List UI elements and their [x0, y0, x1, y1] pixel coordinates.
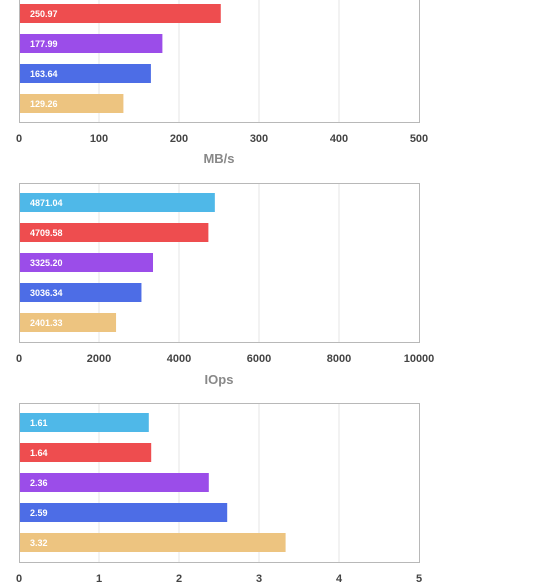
- bar: [20, 283, 142, 302]
- bar: [20, 533, 286, 552]
- bar-value-label: 129.26: [30, 99, 58, 109]
- plot-frame: [19, 403, 420, 563]
- bar-value-label: 1.64: [30, 448, 48, 458]
- x-tick-label: 4000: [167, 353, 191, 365]
- chart-2: 4871.04 4709.58 3325.20 3036.34 2401.33 0 2000…: [16, 183, 434, 387]
- bar-value-label: 163.64: [30, 69, 58, 79]
- x-tick-label: 8000: [327, 353, 351, 365]
- chart-3: 1.61 1.64 2.36 2.59 3.32 0 1 2 3 4 5: [16, 403, 422, 585]
- bar: [20, 443, 152, 462]
- bar-value-label: 3036.34: [30, 288, 63, 298]
- x-tick-label: 500: [410, 133, 428, 145]
- x-tick-label: 3: [256, 573, 262, 585]
- x-axis-label: MB/s: [203, 151, 234, 166]
- bar: [20, 193, 215, 212]
- bar-value-label: 1.61: [30, 418, 48, 428]
- x-tick-label: 10000: [404, 353, 435, 365]
- x-tick-label: 0: [16, 353, 22, 365]
- plot-frame: [19, 0, 420, 123]
- bar: [20, 34, 163, 53]
- bar-value-label: 250.97: [30, 9, 58, 19]
- x-tick-label: 400: [330, 133, 348, 145]
- x-tick-label: 0: [16, 133, 22, 145]
- bar: [20, 4, 221, 23]
- x-tick-label: 100: [90, 133, 108, 145]
- bar: [20, 413, 149, 432]
- x-tick-label: 5: [416, 573, 422, 585]
- bar-value-label: 4709.58: [30, 228, 63, 238]
- bar-value-label: 4871.04: [30, 198, 63, 208]
- bar-value-label: 177.99: [30, 39, 58, 49]
- x-tick-label: 4: [336, 573, 343, 585]
- x-tick-label: 2000: [87, 353, 111, 365]
- x-tick-label: 2: [176, 573, 182, 585]
- bar-value-label: 2401.33: [30, 318, 63, 328]
- bar-value-label: 3.32: [30, 538, 48, 548]
- bar-value-label: 2.36: [30, 478, 48, 488]
- x-tick-label: 0: [16, 573, 22, 585]
- bar: [20, 473, 209, 492]
- x-tick-label: 6000: [247, 353, 271, 365]
- x-axis-label: IOps: [205, 372, 234, 387]
- x-tick-label: 200: [170, 133, 188, 145]
- bar: [20, 253, 154, 272]
- bar: [20, 313, 117, 332]
- x-tick-label: 300: [250, 133, 268, 145]
- bar-value-label: 3325.20: [30, 258, 63, 268]
- chart-1: 250.97 177.99 163.64 129.26 0 100 200 300 400 500…: [16, 0, 428, 166]
- bar: [20, 64, 151, 83]
- bar-value-label: 2.59: [30, 508, 48, 518]
- plot-frame: [19, 183, 420, 343]
- bar: [20, 503, 228, 522]
- bar: [20, 94, 124, 113]
- bar: [20, 223, 209, 242]
- x-tick-label: 1: [96, 573, 102, 585]
